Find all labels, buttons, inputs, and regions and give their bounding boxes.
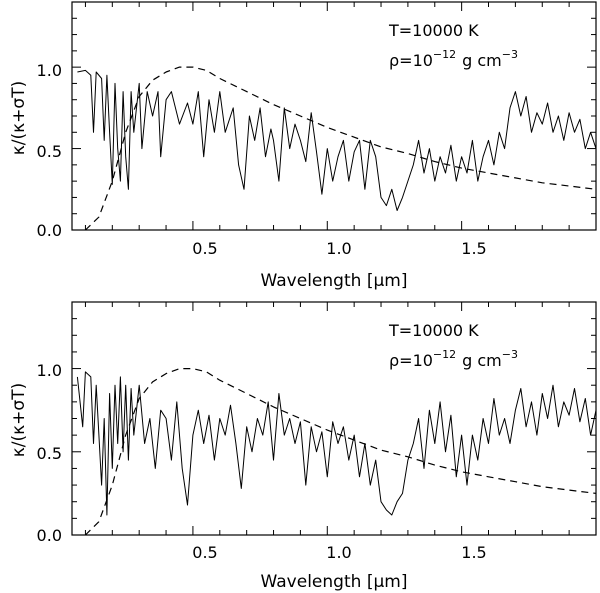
density-unit: g cm xyxy=(462,351,502,370)
density-annotation: ρ=10−12 g cm−3 xyxy=(389,48,518,70)
x-axis-title-unit: [μm] xyxy=(367,271,408,291)
reference-dashed-line xyxy=(84,66,597,231)
tick-marks xyxy=(72,302,596,535)
opacity-ratio-line xyxy=(77,69,597,211)
y-tick-label-1: 0.5 xyxy=(37,444,62,463)
density-unit-exponent: −3 xyxy=(502,48,518,61)
temperature-annotation: T=10000 K xyxy=(388,21,479,40)
top-panel: 0.0 0.5 1.0 0.5 1.0 1.5 Wavelength [μm] … xyxy=(9,1,597,291)
data-lines xyxy=(76,368,597,536)
density-unit-exponent: −3 xyxy=(502,348,518,361)
density-annotation: ρ=10−12 g cm−3 xyxy=(389,348,518,370)
temperature-annotation: T=10000 K xyxy=(388,321,479,340)
x-axis-title-unit: [μm] xyxy=(367,572,408,592)
y-tick-label-0: 0.0 xyxy=(37,221,62,240)
y-tick-label-0: 0.0 xyxy=(37,526,62,545)
x-axis-title: Wavelength [μm] xyxy=(261,572,408,592)
plot-frame xyxy=(71,301,597,536)
x-tick-label-0: 0.5 xyxy=(192,239,217,258)
density-exponent: −12 xyxy=(433,48,456,61)
density-unit: g cm xyxy=(462,51,502,70)
data-lines xyxy=(77,66,597,231)
x-tick-label-2: 1.5 xyxy=(461,239,486,258)
tick-marks xyxy=(72,2,596,230)
y-tick-label-2: 1.0 xyxy=(37,361,62,380)
reference-dashed-line xyxy=(84,368,597,536)
density-base: ρ=10 xyxy=(389,351,433,370)
x-axis-title: Wavelength [μm] xyxy=(261,271,408,291)
x-tick-label-0: 0.5 xyxy=(192,543,217,562)
x-tick-label-1: 1.0 xyxy=(326,239,351,258)
density-base: ρ=10 xyxy=(389,51,433,70)
opacity-ratio-line xyxy=(76,371,597,516)
x-tick-label-2: 1.5 xyxy=(461,543,486,562)
y-axis-title: κ/(κ+σT) xyxy=(9,383,29,457)
bottom-panel: 0.0 0.5 1.0 0.5 1.0 1.5 Wavelength [μm] … xyxy=(9,301,597,592)
x-axis-title-text: Wavelength xyxy=(261,271,362,291)
y-axis-title: κ/(κ+σT) xyxy=(9,81,29,155)
x-tick-label-1: 1.0 xyxy=(326,543,351,562)
x-axis-title-text: Wavelength xyxy=(261,572,362,592)
y-tick-label-1: 0.5 xyxy=(37,142,62,161)
y-tick-label-2: 1.0 xyxy=(37,61,62,80)
density-exponent: −12 xyxy=(433,348,456,361)
plot-frame xyxy=(71,1,597,231)
